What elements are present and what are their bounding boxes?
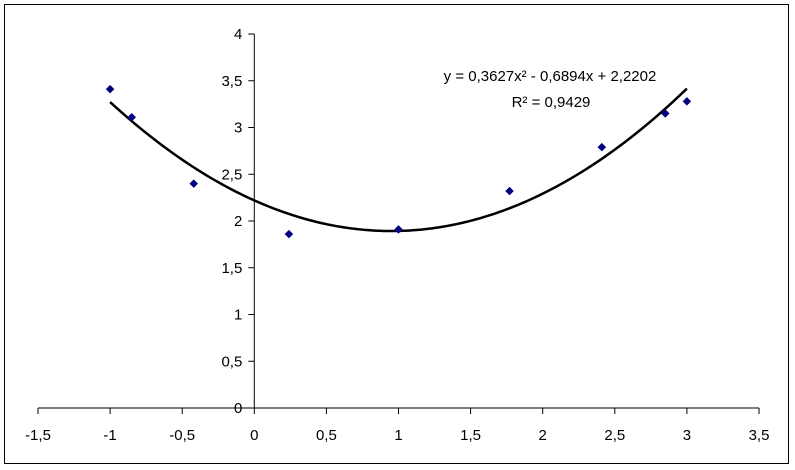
x-tick-label: 3,5 bbox=[749, 427, 770, 444]
data-point bbox=[505, 186, 514, 196]
y-tick-label: 3 bbox=[234, 120, 242, 137]
trendline-equation: y = 0,3627x² - 0,6894x + 2,2202 bbox=[444, 68, 657, 85]
data-point bbox=[660, 109, 670, 118]
x-tick-label: 0,5 bbox=[316, 427, 337, 444]
data-point bbox=[597, 142, 607, 152]
equation-labels: y = 0,3627x² - 0,6894x + 2,2202 R² = 0,9… bbox=[444, 68, 657, 111]
axes: -1,5 -1 -0,5 0 0,5 1 1,5 2 2,5 3 3,5 0 0,5 1 1,5 2 2,5 3 3… bbox=[25, 26, 769, 444]
y-tick-label: 4 bbox=[234, 26, 242, 43]
x-tick-label: 2,5 bbox=[604, 427, 625, 444]
y-tick-label: 3,5 bbox=[221, 73, 242, 90]
x-tick-label: 3 bbox=[683, 427, 691, 444]
data-point bbox=[394, 225, 403, 234]
y-tick-label: 1 bbox=[234, 307, 242, 324]
data-point bbox=[127, 112, 137, 122]
data-point bbox=[189, 179, 199, 188]
data-point bbox=[284, 229, 294, 239]
data-point bbox=[682, 96, 692, 106]
data-points bbox=[105, 84, 692, 239]
x-tick-label: 2 bbox=[539, 427, 547, 444]
r-squared-label: R² = 0,9429 bbox=[512, 94, 591, 111]
x-tick-label: -1,5 bbox=[25, 427, 51, 444]
y-tick-label: 0,5 bbox=[221, 353, 242, 370]
x-tick-label: 1,5 bbox=[460, 427, 481, 444]
y-tick-label: 1,5 bbox=[221, 260, 242, 277]
x-tick-label: 1 bbox=[394, 427, 402, 444]
y-tick-label: 0 bbox=[234, 400, 242, 417]
x-tick-label: -1 bbox=[103, 427, 116, 444]
y-tick-label: 2,5 bbox=[221, 166, 242, 183]
y-tick-label: 2 bbox=[234, 213, 242, 230]
x-tick-label: -0,5 bbox=[169, 427, 195, 444]
x-tick-label: 0 bbox=[250, 427, 258, 444]
trendline-layer bbox=[109, 87, 688, 233]
trendline bbox=[109, 87, 688, 233]
data-point bbox=[105, 84, 115, 94]
chart-border bbox=[4, 4, 789, 464]
